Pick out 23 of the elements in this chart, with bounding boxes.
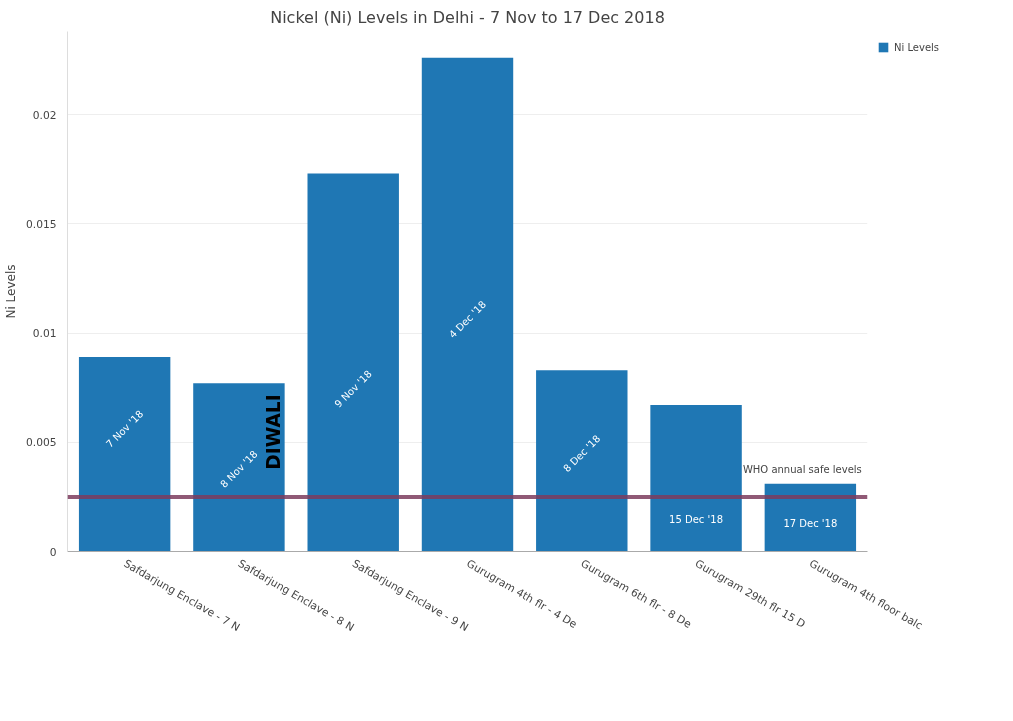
annotation: 4 Dec '18	[446, 298, 489, 341]
chart-title: Nickel (Ni) Levels in Delhi - 7 Nov to 17 Dec 2018	[270, 7, 665, 27]
legend-label: Ni Levels	[894, 41, 940, 53]
bar	[307, 173, 399, 552]
y-tick-label: 0.015	[25, 217, 57, 231]
y-tick-label: 0.02	[32, 108, 57, 122]
annotation: 8 Nov '18	[218, 448, 260, 490]
annotation: DIWALI	[262, 394, 284, 470]
annotation: 17 Dec '18	[783, 517, 838, 529]
y-tick-label: 0.005	[25, 436, 57, 450]
bar	[78, 357, 171, 552]
bar	[193, 383, 285, 552]
annotation: 9 Nov '18	[332, 368, 374, 410]
y-tick-label: 0	[49, 545, 57, 559]
bar	[421, 57, 514, 552]
ref-line-label: WHO annual safe levels	[742, 463, 862, 475]
annotation: 15 Dec '18	[669, 513, 724, 525]
bar	[536, 370, 628, 552]
annotation: 7 Nov '18	[103, 408, 146, 450]
bar	[650, 405, 742, 552]
y-tick-label: 0.01	[32, 327, 57, 341]
annotation: 8 Dec '18	[561, 432, 603, 475]
y-axis-title: Ni Levels	[3, 264, 18, 319]
